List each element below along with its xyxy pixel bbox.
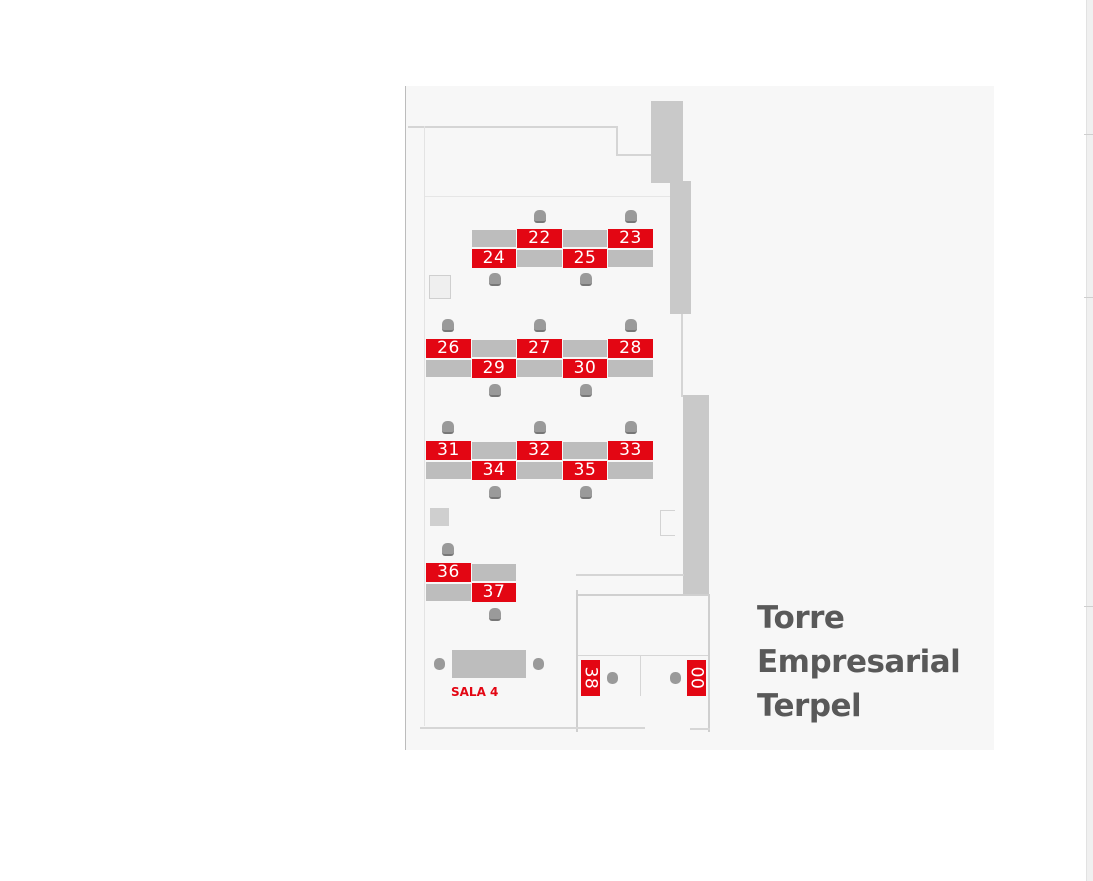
- chair: [489, 486, 501, 499]
- fixture: [660, 510, 675, 536]
- desk: [563, 340, 607, 357]
- desk: [608, 462, 653, 479]
- building-title-line: Torre: [757, 600, 845, 636]
- chair: [580, 384, 592, 397]
- chair: [489, 608, 501, 621]
- desk: [563, 230, 607, 247]
- wall: [408, 126, 618, 128]
- chair: [442, 421, 454, 434]
- desk-26[interactable]: 26: [426, 339, 471, 358]
- desk-23[interactable]: 23: [608, 229, 653, 248]
- scroll-tick: [1084, 297, 1093, 298]
- desk: [517, 360, 562, 377]
- wall: [425, 196, 670, 197]
- desk: [472, 230, 516, 247]
- fixture: [429, 275, 451, 299]
- wall: [578, 655, 708, 656]
- desk-00-label: 00: [686, 666, 707, 690]
- chair: [625, 421, 637, 434]
- desk-31[interactable]: 31: [426, 441, 471, 460]
- wall: [424, 126, 425, 726]
- column: [670, 181, 691, 314]
- desk-32[interactable]: 32: [517, 441, 562, 460]
- desk-00[interactable]: 00: [686, 660, 707, 696]
- column: [651, 101, 683, 183]
- fixture: [430, 508, 449, 526]
- desk-29[interactable]: 29: [472, 359, 516, 378]
- wall: [616, 126, 618, 156]
- desk: [472, 564, 516, 581]
- chair: [489, 273, 501, 286]
- chair: [434, 658, 445, 670]
- outer-wall: [405, 86, 406, 750]
- desk-30[interactable]: 30: [563, 359, 607, 378]
- building-title-line: Empresarial: [757, 644, 961, 680]
- desk-28[interactable]: 28: [608, 339, 653, 358]
- desk: [426, 584, 471, 601]
- wall: [640, 656, 641, 696]
- chair: [534, 421, 546, 434]
- wall: [420, 727, 645, 729]
- desk: [563, 442, 607, 459]
- chair: [607, 672, 618, 684]
- scroll-tick: [1084, 134, 1093, 135]
- desk-38-label: 38: [580, 666, 601, 690]
- chair: [442, 543, 454, 556]
- desk: [472, 442, 516, 459]
- chair: [580, 273, 592, 286]
- wall: [690, 728, 710, 730]
- chair: [533, 658, 544, 670]
- desk-38[interactable]: 38: [580, 660, 601, 696]
- desk-25[interactable]: 25: [563, 249, 607, 268]
- desk-37[interactable]: 37: [472, 583, 516, 602]
- chair: [442, 319, 454, 332]
- room-label-sala-4: SALA 4: [451, 685, 499, 699]
- desk: [426, 360, 471, 377]
- chair: [580, 486, 592, 499]
- chair: [534, 319, 546, 332]
- desk-36[interactable]: 36: [426, 563, 471, 582]
- wall: [576, 590, 578, 732]
- scrollbar[interactable]: [1086, 0, 1093, 881]
- desk-24[interactable]: 24: [472, 249, 516, 268]
- wall: [616, 154, 652, 156]
- desk: [517, 250, 562, 267]
- desk-33[interactable]: 33: [608, 441, 653, 460]
- wall: [576, 574, 684, 576]
- scroll-tick: [1084, 606, 1093, 607]
- chair: [625, 210, 637, 223]
- desk: [517, 462, 562, 479]
- chair: [489, 384, 501, 397]
- chair: [625, 319, 637, 332]
- desk-35[interactable]: 35: [563, 461, 607, 480]
- chair: [534, 210, 546, 223]
- meeting-table: [452, 650, 526, 678]
- desk-22[interactable]: 22: [517, 229, 562, 248]
- desk: [472, 340, 516, 357]
- wall: [681, 314, 683, 397]
- building-title-line: Terpel: [757, 688, 862, 724]
- wall: [578, 594, 710, 596]
- chair: [670, 672, 681, 684]
- column: [683, 395, 709, 595]
- desk-27[interactable]: 27: [517, 339, 562, 358]
- desk: [608, 360, 653, 377]
- wall: [708, 596, 710, 732]
- desk: [426, 462, 471, 479]
- desk-34[interactable]: 34: [472, 461, 516, 480]
- building-title: Torre Empresarial Terpel: [757, 596, 961, 728]
- desk: [608, 250, 653, 267]
